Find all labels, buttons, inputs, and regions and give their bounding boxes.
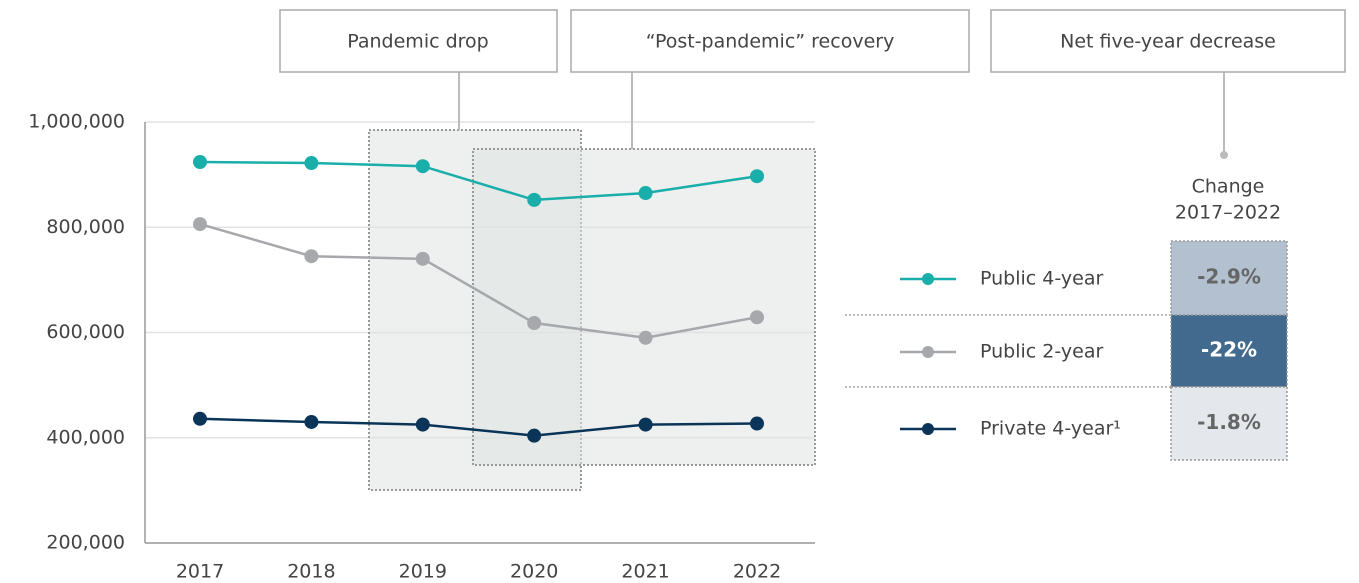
data-point (638, 417, 653, 432)
data-point (304, 249, 319, 264)
change-box (1170, 240, 1288, 316)
annotation-box (990, 9, 1346, 73)
data-point (415, 159, 430, 174)
data-point (750, 416, 764, 431)
data-point (527, 316, 542, 331)
data-point (638, 330, 653, 345)
change-box (1170, 314, 1288, 388)
x-tick-label: 2018 (287, 561, 335, 583)
data-point (415, 251, 430, 266)
legend-marker (922, 423, 934, 435)
change-label: -2.9% (1197, 265, 1261, 289)
data-point (193, 411, 207, 426)
data-point (638, 186, 653, 201)
y-tick-label: 1,000,000 (28, 111, 125, 133)
y-tick-label: 800,000 (46, 216, 125, 238)
legend-marker (922, 273, 934, 285)
change-title: Change (1192, 176, 1265, 198)
data-point (415, 417, 430, 432)
plot: 200,000 400,000 600,000 800,000 1,000,000 201… (28, 111, 1288, 583)
legend-label: Public 4-year (980, 268, 1103, 290)
annotation: “Post-pandemic” recovery (646, 31, 895, 53)
y-tick-label: 600,000 (46, 321, 125, 343)
series-line (199, 160, 758, 202)
legend-label: Private 4-year¹ (980, 418, 1121, 440)
change-label: -1.8% (1197, 410, 1261, 434)
change-label: -22% (1201, 338, 1257, 362)
x-tick-label: 2019 (399, 561, 447, 583)
x-tick-label: 2022 (733, 561, 781, 583)
annotation-box (279, 9, 558, 73)
data-point (750, 310, 764, 325)
change-title: 2017–2022 (1175, 202, 1281, 224)
x-tick-label: 2020 (510, 561, 558, 583)
legend-label: Public 2-year (980, 341, 1103, 363)
data-point (527, 192, 542, 207)
connector-dot (1220, 151, 1228, 159)
x-tick-label: 2021 (621, 561, 669, 583)
data-point (527, 428, 542, 443)
annotation: Pandemic drop (347, 31, 488, 53)
data-point (304, 156, 319, 171)
series-line (199, 417, 758, 437)
data-point (750, 169, 764, 184)
annotation: Net five-year decrease (1060, 31, 1276, 53)
x-tick-label: 2017 (176, 561, 224, 583)
legend-marker (922, 346, 934, 358)
series-line (199, 222, 758, 340)
y-tick-label: 200,000 (46, 532, 125, 554)
data-point (193, 154, 207, 169)
y-tick-label: 400,000 (46, 426, 125, 448)
annotation-box (570, 9, 970, 73)
data-point (193, 217, 207, 232)
change-box (1170, 386, 1288, 461)
data-point (304, 414, 319, 429)
